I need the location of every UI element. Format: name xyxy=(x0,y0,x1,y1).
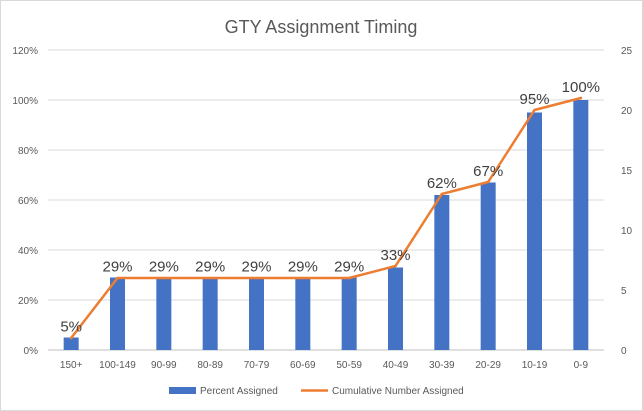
bar-data-label: 29% xyxy=(195,259,225,276)
bar xyxy=(527,112,542,350)
data-labels: 5% 29% 29% 29% 29% 29% 29% 33% 62% 67% 95% 100% xyxy=(60,79,600,336)
line-point xyxy=(255,276,258,280)
line-point xyxy=(533,108,536,112)
left-tick-label: 60% xyxy=(18,196,38,207)
bar xyxy=(202,277,218,350)
category-tick-label: 100-149 xyxy=(99,360,136,371)
category-tick-label: 90-99 xyxy=(151,360,177,371)
right-tick-label: 10 xyxy=(621,226,633,237)
gridlines xyxy=(48,49,604,351)
line-point xyxy=(440,192,444,196)
line-point xyxy=(486,180,490,184)
category-tick-label: 80-89 xyxy=(197,360,223,371)
bar-data-label: 33% xyxy=(380,247,410,264)
category-tick-label: 0-9 xyxy=(574,360,589,371)
category-tick-label: 150+ xyxy=(60,360,83,371)
category-tick-label: 40-49 xyxy=(383,360,409,371)
line-point xyxy=(162,276,166,280)
bar-data-label: 29% xyxy=(334,259,364,276)
category-tick-label: 60-69 xyxy=(290,360,316,371)
bar xyxy=(480,182,496,350)
bar-series xyxy=(63,100,589,350)
line-series xyxy=(69,96,583,340)
right-tick-label: 25 xyxy=(621,46,633,57)
legend: Percent Assigned Cumulative Number Assig… xyxy=(169,386,464,397)
left-tick-label: 0% xyxy=(24,346,39,357)
bar xyxy=(388,267,403,350)
bar-data-label: 29% xyxy=(102,259,132,276)
legend-swatch-bar xyxy=(169,387,196,394)
bar xyxy=(110,277,125,350)
bar-data-label: 67% xyxy=(473,163,503,180)
bar-data-label: 95% xyxy=(519,91,549,108)
right-tick-label: 15 xyxy=(621,166,633,177)
category-tick-label: 30-39 xyxy=(429,360,455,371)
left-tick-label: 120% xyxy=(12,46,38,57)
right-tick-label: 0 xyxy=(621,346,627,357)
legend-label-bar: Percent Assigned xyxy=(200,386,278,397)
axis-ticks: 0% 20% 40% 60% 80% 100% 120% 0 5 10 15 20 25 150+ 100-… xyxy=(12,46,632,371)
category-tick-label: 70-79 xyxy=(244,360,270,371)
line-point xyxy=(579,96,583,100)
line-point xyxy=(116,276,119,280)
bar xyxy=(295,277,311,350)
category-tick-label: 50-59 xyxy=(336,360,362,371)
chart-title: GTY Assignment Timing xyxy=(225,17,418,37)
right-tick-label: 5 xyxy=(621,286,627,297)
bar xyxy=(341,277,357,350)
bar xyxy=(156,277,172,350)
right-tick-label: 20 xyxy=(621,106,633,117)
left-tick-label: 80% xyxy=(18,146,38,157)
line-point xyxy=(69,336,73,340)
category-tick-label: 20-29 xyxy=(475,360,501,371)
bar-data-label: 5% xyxy=(60,319,82,336)
cumulative-line xyxy=(69,96,583,340)
bar-data-label: 62% xyxy=(427,175,457,192)
category-tick-label: 10-19 xyxy=(522,360,548,371)
left-tick-label: 100% xyxy=(12,96,38,107)
bar-data-label: 29% xyxy=(241,259,271,276)
left-tick-label: 40% xyxy=(18,246,38,257)
line-point xyxy=(301,276,305,280)
line-point xyxy=(394,264,397,268)
bar xyxy=(249,277,264,350)
bar xyxy=(434,195,450,350)
bar-data-label: 100% xyxy=(562,79,600,96)
bar xyxy=(63,337,79,350)
line-point xyxy=(208,276,212,280)
left-tick-label: 20% xyxy=(18,296,38,307)
bar xyxy=(573,100,589,350)
line-point xyxy=(347,276,351,280)
bar-data-label: 29% xyxy=(288,259,318,276)
bar-data-label: 29% xyxy=(149,259,179,276)
legend-label-line: Cumulative Number Assigned xyxy=(332,386,464,397)
